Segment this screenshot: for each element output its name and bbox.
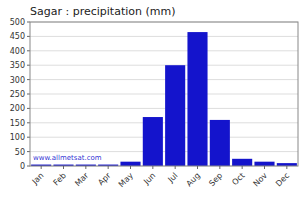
bar <box>232 159 252 166</box>
chart-svg: 0 50 100 150 200 250 300 350 400 450 500 Jan Feb Mar A… <box>0 0 306 200</box>
bar <box>120 162 140 166</box>
x-tick <box>63 166 64 169</box>
x-tick <box>152 166 153 169</box>
plot-frame <box>30 22 298 166</box>
x-tick <box>85 166 86 169</box>
x-tick <box>264 166 265 169</box>
y-tick-label: 400 <box>10 47 25 56</box>
x-tick-label: Mar <box>73 171 91 189</box>
bars <box>31 32 297 166</box>
bar <box>210 120 230 166</box>
x-tick <box>219 166 220 169</box>
x-tick-label: Sep <box>207 171 224 188</box>
bar <box>143 117 163 166</box>
grid-line <box>30 151 298 152</box>
grid-line <box>30 36 298 37</box>
grid-line <box>30 122 298 123</box>
x-tick-label: Jan <box>30 171 46 187</box>
y-tick-label: 450 <box>10 32 25 41</box>
x-tick <box>108 166 109 169</box>
x-tick-label: Jun <box>141 171 157 187</box>
watermark: www.allmetsat.com <box>33 154 102 162</box>
y-tick-label: 100 <box>10 133 25 142</box>
y-tick-label: 350 <box>10 61 25 70</box>
x-tick <box>242 166 243 169</box>
x-tick <box>41 166 42 169</box>
plot-area <box>30 22 298 166</box>
bar <box>187 32 207 166</box>
grid-line <box>30 79 298 80</box>
x-tick-label: Jul <box>166 171 180 185</box>
grid-line <box>30 108 298 109</box>
x-tick <box>175 166 176 169</box>
y-tick-label: 250 <box>10 90 25 99</box>
x-tick-label: Apr <box>96 171 113 188</box>
chart-container: 0 50 100 150 200 250 300 350 400 450 500 Jan Feb Mar A… <box>0 0 306 200</box>
x-tick-label: Dec <box>274 171 291 188</box>
x-tick-label: Feb <box>52 171 68 187</box>
bar <box>254 162 274 166</box>
y-tick-label: 200 <box>10 104 25 113</box>
y-tick-label: 50 <box>15 148 25 157</box>
y-tick-label: 150 <box>10 119 25 128</box>
y-tick-label: 500 <box>10 18 25 27</box>
x-tick-label: May <box>117 171 135 189</box>
chart-title: Sagar : precipitation (mm) <box>30 5 175 18</box>
bar <box>165 65 185 166</box>
x-tick-label: Aug <box>185 171 202 188</box>
grid-line <box>30 50 298 51</box>
y-tick-label: 300 <box>10 76 25 85</box>
grid-line <box>30 137 298 138</box>
x-tick <box>130 166 131 169</box>
grid-line <box>30 94 298 95</box>
x-tick-label: Oct <box>230 171 246 187</box>
x-tick-label: Nov <box>252 171 270 189</box>
y-tick-label: 0 <box>20 162 25 171</box>
grid-line <box>30 65 298 66</box>
x-tick <box>286 166 287 169</box>
x-tick <box>197 166 198 169</box>
